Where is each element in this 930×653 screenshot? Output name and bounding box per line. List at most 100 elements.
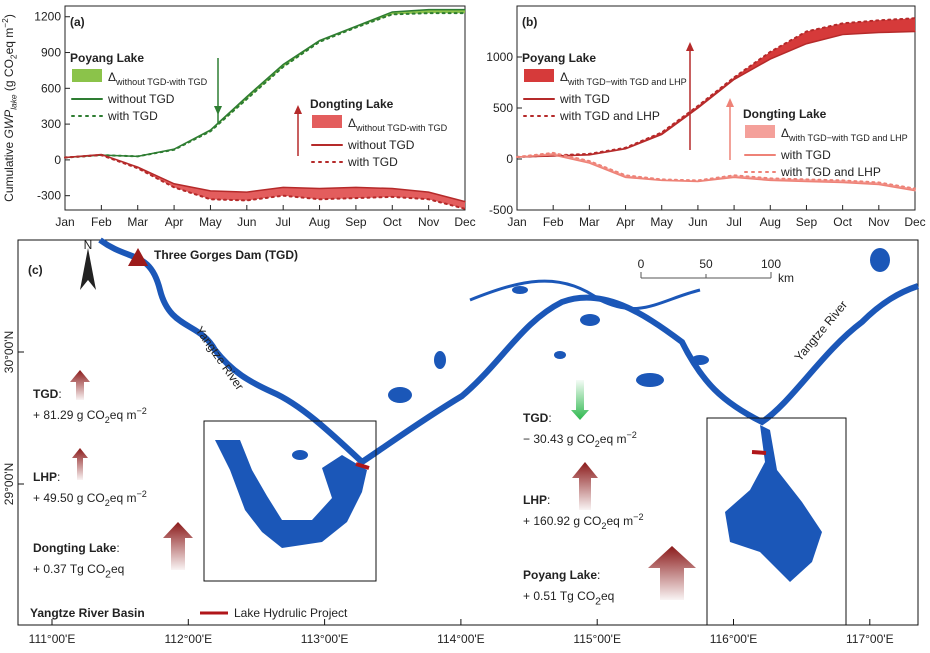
x-tick-label: Nov — [418, 215, 439, 229]
y-axis-label-part: −2 — [0, 18, 10, 28]
stat-value-part: 2 — [105, 498, 110, 508]
small-lakes — [292, 248, 890, 460]
legend-swatch — [524, 69, 554, 82]
stat-value-part: + 0.37 Tg CO — [33, 562, 105, 576]
legend-title: Poyang Lake — [522, 51, 596, 65]
legend-label: Lake Hydrulic Project — [234, 606, 348, 620]
panel-label: (b) — [522, 15, 537, 29]
stat-value-part: 2 — [595, 596, 601, 608]
x-tick-label: Dec — [904, 215, 925, 229]
stat-value-part: −2 — [136, 406, 146, 416]
stat-value-part: eq m — [110, 491, 137, 505]
legend-label: without TGD — [107, 92, 175, 106]
lat-label: 29°00'N — [2, 463, 16, 505]
stat-value: − 30.43 g CO2eq m−2 — [523, 430, 637, 449]
panel-label: (c) — [28, 263, 43, 277]
y-axis-label: Cumulative GWPlake (g CO2eq m−2) — [0, 14, 18, 202]
stat-value: + 81.29 g CO2eq m−2 — [33, 406, 147, 425]
x-tick-label: Oct — [383, 215, 402, 229]
stat-value-part: eq m — [600, 432, 627, 446]
y-tick-label: -300 — [37, 189, 61, 203]
legend-swatch — [72, 69, 102, 82]
river — [469, 279, 701, 310]
stat-value-part: −2 — [136, 489, 146, 499]
y-axis-label-part: 2 — [9, 54, 19, 59]
stat-sep: : — [58, 387, 61, 401]
arrow — [163, 522, 193, 570]
legend-label: with TGD and LHP — [559, 109, 660, 123]
y-tick-label: 300 — [41, 117, 61, 131]
legend-label: without TGD — [347, 138, 415, 152]
y-tick-label: -500 — [489, 203, 513, 217]
stat-value-part: eq m — [606, 514, 633, 528]
stat-label: Poyang Lake: — [523, 568, 600, 582]
stat-sep: : — [57, 470, 60, 484]
arrow — [648, 546, 696, 600]
x-tick-label: Apr — [165, 215, 184, 229]
legend-label: with TGD and LHP — [780, 165, 881, 179]
x-tick-label: Jan — [507, 215, 526, 229]
lake — [725, 425, 822, 582]
legend-label: with TGD — [559, 92, 610, 106]
dam-icon — [128, 248, 148, 266]
dam-label: Three Gorges Dam (TGD) — [154, 248, 298, 262]
legend-label: Δwith TGD−with TGD and LHP — [560, 70, 687, 87]
legend-label-part: Δ — [108, 70, 116, 84]
legend-title: Dongting Lake — [743, 107, 827, 121]
hydraulic-project — [355, 462, 370, 470]
y-axis-label-part: lake — [9, 94, 19, 110]
scale-label: 50 — [699, 257, 713, 271]
x-tick-label: May — [199, 215, 222, 229]
y-tick-label: 500 — [493, 101, 513, 115]
stat-value-part: + 160.92 g CO — [523, 514, 601, 528]
x-tick-label: Mar — [579, 215, 600, 229]
lon-label: 117°00'E — [846, 632, 894, 646]
stat-name: Poyang Lake — [523, 568, 597, 582]
y-axis-label-part: ) — [2, 14, 16, 18]
lon-label: 111°00'E — [29, 632, 76, 646]
legend-arrow-head — [294, 105, 302, 114]
stat-value-part: 2 — [105, 569, 111, 581]
legend-arrow-head — [214, 106, 222, 115]
legend-title: Poyang Lake — [70, 51, 144, 65]
scale-label: 0 — [638, 257, 645, 271]
stat-value-part: −2 — [626, 430, 636, 440]
plot-frame — [64, 5, 466, 211]
legend-label-part: without TGD-with TGD — [355, 123, 448, 133]
legend-label-part: without TGD-with TGD — [115, 77, 208, 87]
north-arrow — [80, 248, 96, 290]
stat-value: + 49.50 g CO2eq m−2 — [33, 489, 147, 508]
x-tick-label: Dec — [454, 215, 475, 229]
stat-name: TGD — [33, 387, 59, 401]
stat-name: TGD — [523, 411, 549, 425]
stat-value-part: 2 — [595, 439, 600, 449]
stat-value-part: + 81.29 g CO — [33, 408, 105, 422]
stat-name: LHP — [523, 493, 547, 507]
river — [98, 237, 919, 466]
legend-swatch — [312, 115, 342, 128]
arrow — [571, 380, 589, 420]
series-line — [516, 17, 916, 158]
x-tick-label: Mar — [127, 215, 148, 229]
map — [17, 237, 919, 626]
legend-label: Δwithout TGD-with TGD — [348, 116, 448, 133]
series-line — [64, 153, 466, 203]
stat-value-part: + 49.50 g CO — [33, 491, 105, 505]
stat-value-part: 2 — [105, 415, 110, 425]
stat-value-part: − 30.43 g CO — [523, 432, 595, 446]
x-tick-label: Jun — [237, 215, 256, 229]
y-axis-label-part: Cumulative — [2, 138, 16, 201]
stat-label: LHP: — [523, 493, 550, 507]
lon-label: 112°00'E — [165, 632, 213, 646]
y-axis-label-part: GWP — [2, 110, 16, 139]
stat-value-part: + 0.51 Tg CO — [523, 589, 595, 603]
hydraulic-project — [751, 450, 767, 455]
lat-label: 30°00'N — [2, 331, 16, 373]
x-tick-label: Jan — [55, 215, 74, 229]
y-tick-label: 1000 — [486, 50, 513, 64]
y-tick-label: 600 — [41, 81, 61, 95]
stat-value: + 160.92 g CO2eq m−2 — [523, 512, 644, 531]
scale-unit: km — [778, 271, 794, 285]
y-tick-label: 1200 — [34, 10, 61, 24]
